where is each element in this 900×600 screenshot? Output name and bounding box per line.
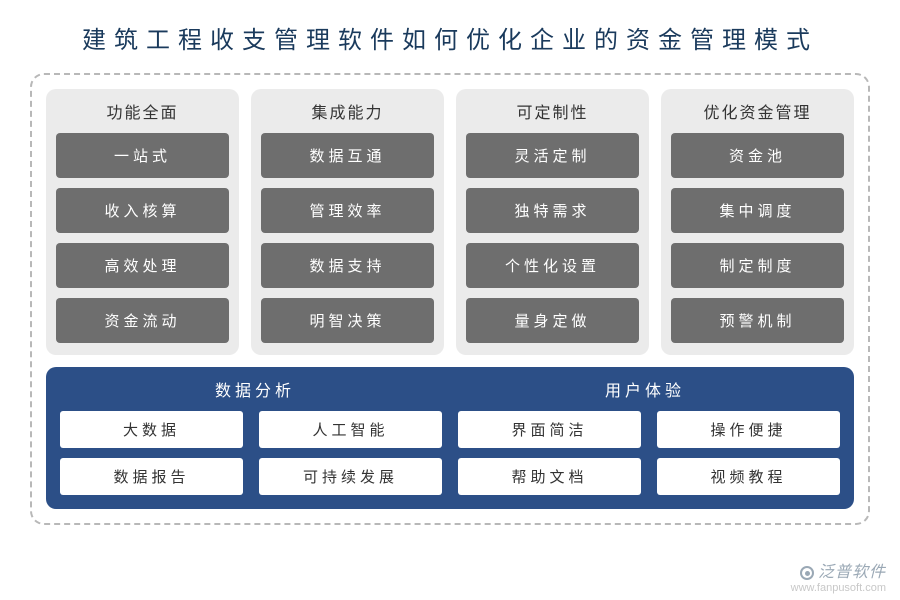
bottom-item: 帮助文档: [458, 458, 641, 495]
outer-container: 功能全面 一站式 收入核算 高效处理 资金流动 集成能力 数据互通 管理效率 数…: [30, 73, 870, 525]
feature-item: 数据支持: [261, 243, 434, 288]
feature-item: 制定制度: [671, 243, 844, 288]
feature-item: 数据互通: [261, 133, 434, 178]
watermark-brand: 泛普软件: [791, 564, 886, 582]
feature-item: 管理效率: [261, 188, 434, 233]
bottom-item: 操作便捷: [657, 411, 840, 448]
logo-icon: [800, 566, 814, 580]
feature-item: 个性化设置: [466, 243, 639, 288]
bottom-headers-row: 数据分析 用户体验: [60, 377, 840, 411]
feature-item: 高效处理: [56, 243, 229, 288]
bottom-header-analytics: 数据分析: [60, 377, 450, 401]
feature-item: 量身定做: [466, 298, 639, 343]
watermark: 泛普软件 www.fanpusoft.com: [791, 564, 886, 594]
feature-item: 资金流动: [56, 298, 229, 343]
column-optimize-funds: 优化资金管理 资金池 集中调度 制定制度 预警机制: [661, 89, 854, 355]
feature-item: 集中调度: [671, 188, 844, 233]
column-header: 可定制性: [466, 99, 639, 123]
feature-item: 资金池: [671, 133, 844, 178]
column-header: 集成能力: [261, 99, 434, 123]
feature-item: 一站式: [56, 133, 229, 178]
watermark-url: www.fanpusoft.com: [791, 582, 886, 594]
bottom-item: 人工智能: [259, 411, 442, 448]
bottom-item: 可持续发展: [259, 458, 442, 495]
bottom-grid: 大数据 人工智能 界面简洁 操作便捷 数据报告 可持续发展 帮助文档 视频教程: [60, 411, 840, 495]
bottom-item: 数据报告: [60, 458, 243, 495]
feature-item: 明智决策: [261, 298, 434, 343]
feature-item: 收入核算: [56, 188, 229, 233]
column-features: 功能全面 一站式 收入核算 高效处理 资金流动: [46, 89, 239, 355]
page-title: 建筑工程收支管理软件如何优化企业的资金管理模式: [30, 20, 870, 55]
bottom-panel: 数据分析 用户体验 大数据 人工智能 界面简洁 操作便捷 数据报告 可持续发展 …: [46, 367, 854, 509]
bottom-item: 大数据: [60, 411, 243, 448]
column-customizable: 可定制性 灵活定制 独特需求 个性化设置 量身定做: [456, 89, 649, 355]
bottom-item: 视频教程: [657, 458, 840, 495]
column-header: 功能全面: [56, 99, 229, 123]
bottom-header-ux: 用户体验: [450, 377, 840, 401]
feature-item: 独特需求: [466, 188, 639, 233]
watermark-brand-text: 泛普软件: [818, 564, 886, 581]
feature-item: 灵活定制: [466, 133, 639, 178]
column-header: 优化资金管理: [671, 99, 844, 123]
bottom-item: 界面简洁: [458, 411, 641, 448]
feature-item: 预警机制: [671, 298, 844, 343]
top-columns-row: 功能全面 一站式 收入核算 高效处理 资金流动 集成能力 数据互通 管理效率 数…: [46, 89, 854, 355]
column-integration: 集成能力 数据互通 管理效率 数据支持 明智决策: [251, 89, 444, 355]
